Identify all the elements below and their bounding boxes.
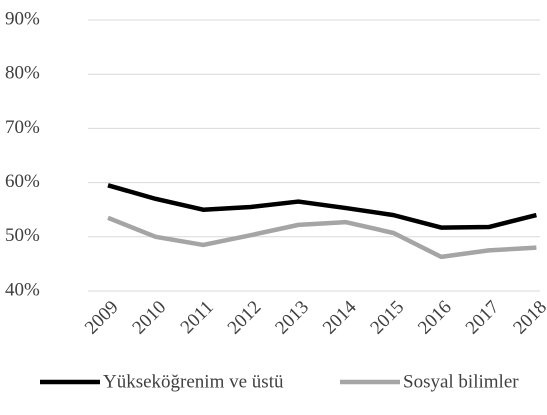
- x-tick-label: 2011: [177, 297, 218, 338]
- legend-label: Yükseköğrenim ve üstü: [103, 371, 284, 392]
- y-tick-label: 90%: [5, 8, 40, 29]
- y-tick-label: 40%: [5, 279, 40, 300]
- x-tick-label: 2015: [366, 297, 408, 339]
- x-tick-label: 2017: [462, 297, 504, 339]
- x-tick-label: 2014: [319, 296, 361, 338]
- x-tick-label: 2009: [81, 297, 123, 339]
- y-tick-label: 80%: [5, 63, 40, 84]
- legend-label: Sosyal bilimler: [403, 371, 519, 392]
- x-tick-label: 2013: [271, 297, 313, 339]
- y-tick-label: 60%: [5, 171, 40, 192]
- x-tick-label: 2016: [414, 297, 456, 339]
- x-tick-label: 2010: [128, 297, 170, 339]
- x-tick-label: 2012: [224, 297, 266, 339]
- y-tick-label: 50%: [5, 225, 40, 246]
- x-tick-label: 2018: [509, 297, 547, 339]
- series-line: [107, 183, 537, 230]
- series-line: [107, 215, 537, 260]
- y-tick-label: 70%: [5, 117, 40, 138]
